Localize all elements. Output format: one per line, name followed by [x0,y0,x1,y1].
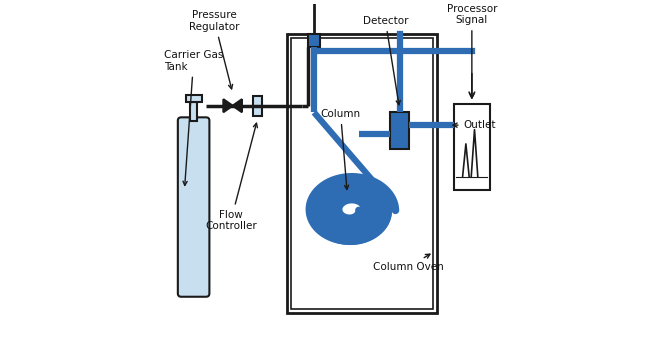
Polygon shape [233,99,242,112]
Bar [390,112,409,149]
Text: Sample
Injection Port: Sample Injection Port [0,337,1,338]
Text: Carrier Gas
Tank: Carrier Gas Tank [164,50,223,186]
Bar [291,38,433,309]
Bar [288,34,437,313]
Text: Outlet: Outlet [453,120,496,130]
Bar [308,34,320,47]
Text: Pressure
Regulator: Pressure Regulator [189,10,240,89]
Text: Flow
Controller: Flow Controller [205,123,257,231]
Bar [453,104,490,190]
Text: Processor
Signal: Processor Signal [447,3,497,98]
FancyBboxPatch shape [178,117,209,297]
Text: Detector: Detector [363,16,408,105]
Polygon shape [223,99,233,112]
Text: Column Oven: Column Oven [373,254,444,272]
Bar [190,102,197,121]
Text: Column: Column [320,109,361,189]
Bar [186,95,201,102]
Bar [253,96,262,116]
